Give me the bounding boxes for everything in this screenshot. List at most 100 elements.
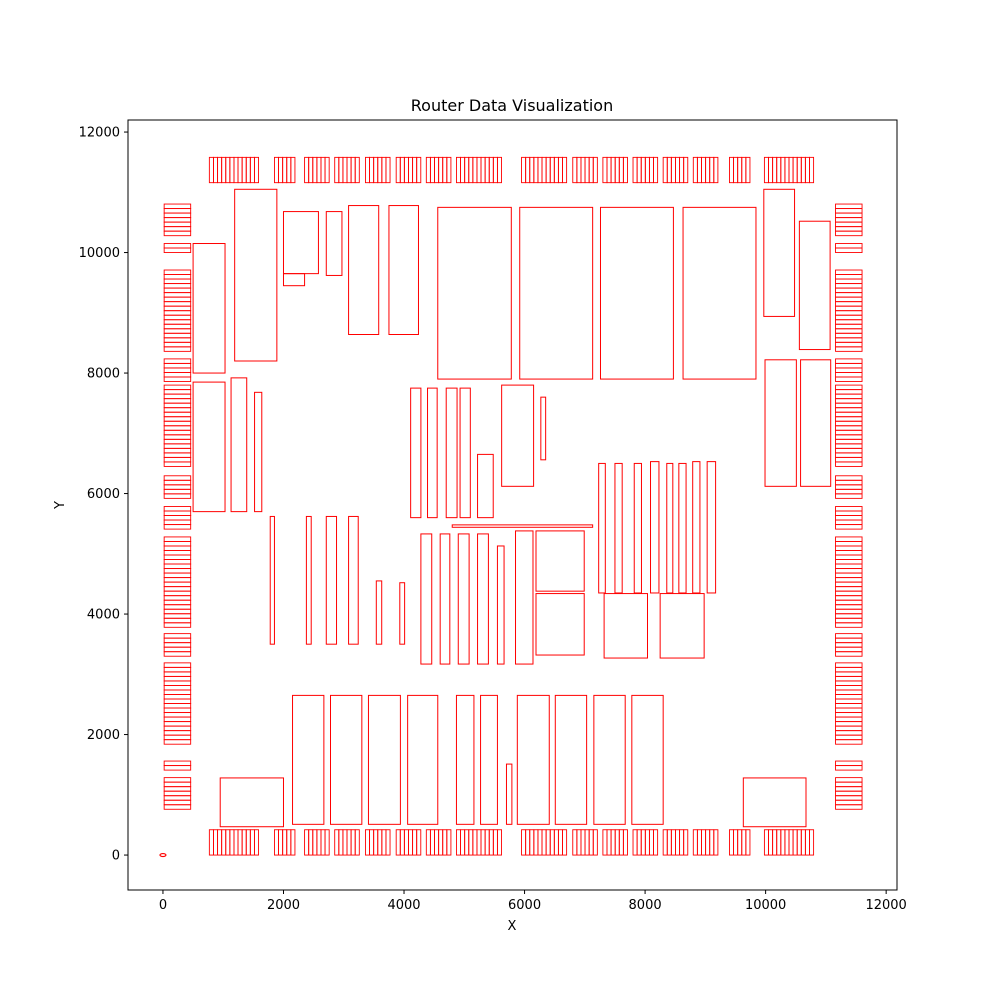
bottom-io-pad — [385, 829, 391, 856]
right-io-pad — [835, 384, 863, 391]
router-block — [764, 359, 797, 487]
left-io-pad — [163, 362, 192, 369]
bottom-io-pad — [606, 829, 612, 856]
right-io-pad — [835, 461, 863, 467]
top-io-pad — [533, 156, 539, 184]
router-block — [515, 530, 534, 665]
top-io-pad — [768, 156, 774, 184]
router-block — [305, 515, 312, 645]
left-io-pad — [163, 247, 192, 253]
router-block — [427, 387, 438, 519]
bottom-io-pad — [541, 829, 547, 856]
bottom-io-pad — [796, 829, 802, 856]
right-io-pad — [835, 786, 863, 792]
left-io-pad — [163, 590, 192, 597]
left-io-pad — [163, 604, 192, 610]
right-io-pad — [835, 221, 863, 228]
left-io-pad — [163, 292, 192, 298]
bottom-io-pad — [476, 829, 482, 856]
router-block — [540, 396, 547, 461]
right-io-pad — [835, 617, 863, 624]
bottom-io-pad — [354, 829, 360, 856]
router-block — [742, 777, 807, 828]
top-io-pad — [521, 156, 527, 184]
top-io-pad — [537, 156, 543, 184]
right-io-pad — [835, 269, 863, 275]
left-io-pad — [163, 420, 192, 427]
left-io-pad — [163, 358, 192, 364]
right-io-pad — [835, 550, 863, 556]
right-io-pad — [835, 429, 863, 436]
bottom-io-pad — [217, 829, 223, 856]
left-io-pad — [163, 372, 192, 378]
bottom-io-pad — [713, 829, 719, 856]
left-io-pad — [163, 790, 192, 797]
left-io-pad — [163, 230, 192, 237]
bottom-io-pad — [614, 829, 620, 856]
left-io-pad — [163, 608, 192, 615]
right-io-pad — [835, 438, 863, 445]
right-io-pad — [835, 515, 863, 521]
top-io-pad — [373, 156, 379, 184]
right-io-pad — [835, 590, 863, 597]
bottom-io-pad — [338, 829, 344, 856]
top-io-pad — [308, 156, 314, 184]
x-tick-label: 10000 — [745, 898, 786, 913]
left-io-pad — [163, 221, 192, 228]
right-io-pad — [835, 447, 863, 454]
x-tick-label: 2000 — [267, 898, 300, 913]
left-io-pad — [163, 425, 192, 431]
left-io-pad — [163, 434, 192, 440]
left-io-pad — [163, 319, 192, 325]
top-io-pad — [780, 156, 786, 184]
bottom-io-pad — [602, 829, 608, 856]
left-io-pad — [163, 447, 192, 454]
left-io-pad — [163, 599, 192, 606]
top-io-pad — [562, 156, 568, 184]
top-io-pad — [245, 156, 251, 184]
bottom-io-pad — [225, 829, 231, 856]
y-tick-label: 0 — [112, 849, 120, 864]
router-block — [282, 211, 319, 275]
top-io-pad — [278, 156, 284, 184]
bottom-io-pad — [460, 829, 466, 856]
router-block — [457, 533, 470, 665]
top-io-pad — [653, 156, 659, 184]
top-io-pad — [525, 156, 531, 184]
bottom-io-pad — [334, 829, 340, 856]
top-io-pad — [592, 156, 598, 184]
left-io-pad — [163, 545, 192, 551]
right-io-pad — [835, 411, 863, 418]
top-io-pad — [229, 156, 235, 184]
top-io-pad — [679, 156, 685, 184]
top-io-pad — [320, 156, 326, 184]
bottom-io-pad — [403, 829, 409, 856]
left-io-pad — [163, 456, 192, 463]
bottom-io-pad — [653, 829, 659, 856]
left-io-pad — [163, 698, 192, 704]
right-io-pad — [835, 337, 863, 343]
top-io-pad — [233, 156, 239, 184]
right-io-pad — [835, 675, 863, 682]
x-tick-label: 4000 — [387, 898, 420, 913]
router-block — [325, 211, 343, 276]
top-io-pad — [580, 156, 586, 184]
left-io-pad — [163, 739, 192, 745]
left-io-pad — [163, 675, 192, 682]
top-io-pad — [784, 156, 790, 184]
top-io-pad — [602, 156, 608, 184]
left-io-pad — [163, 617, 192, 624]
router-block — [192, 243, 226, 374]
right-io-pad — [835, 208, 863, 214]
left-io-pad — [163, 287, 192, 294]
top-io-pad — [492, 156, 498, 184]
left-io-pad — [163, 563, 192, 570]
x-axis: 0 2000 4000 6000 8000 10000 12000 — [159, 890, 907, 913]
x-tick-label: 6000 — [508, 898, 541, 913]
left-io-pad — [163, 346, 192, 352]
left-io-pad — [163, 389, 192, 395]
left-io-pad — [163, 795, 192, 801]
bottom-io-pad — [709, 829, 715, 856]
bottom-io-pad — [412, 829, 418, 856]
left-io-pad — [163, 506, 192, 512]
